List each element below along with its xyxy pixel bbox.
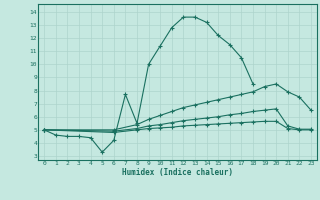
X-axis label: Humidex (Indice chaleur): Humidex (Indice chaleur) [122, 168, 233, 177]
